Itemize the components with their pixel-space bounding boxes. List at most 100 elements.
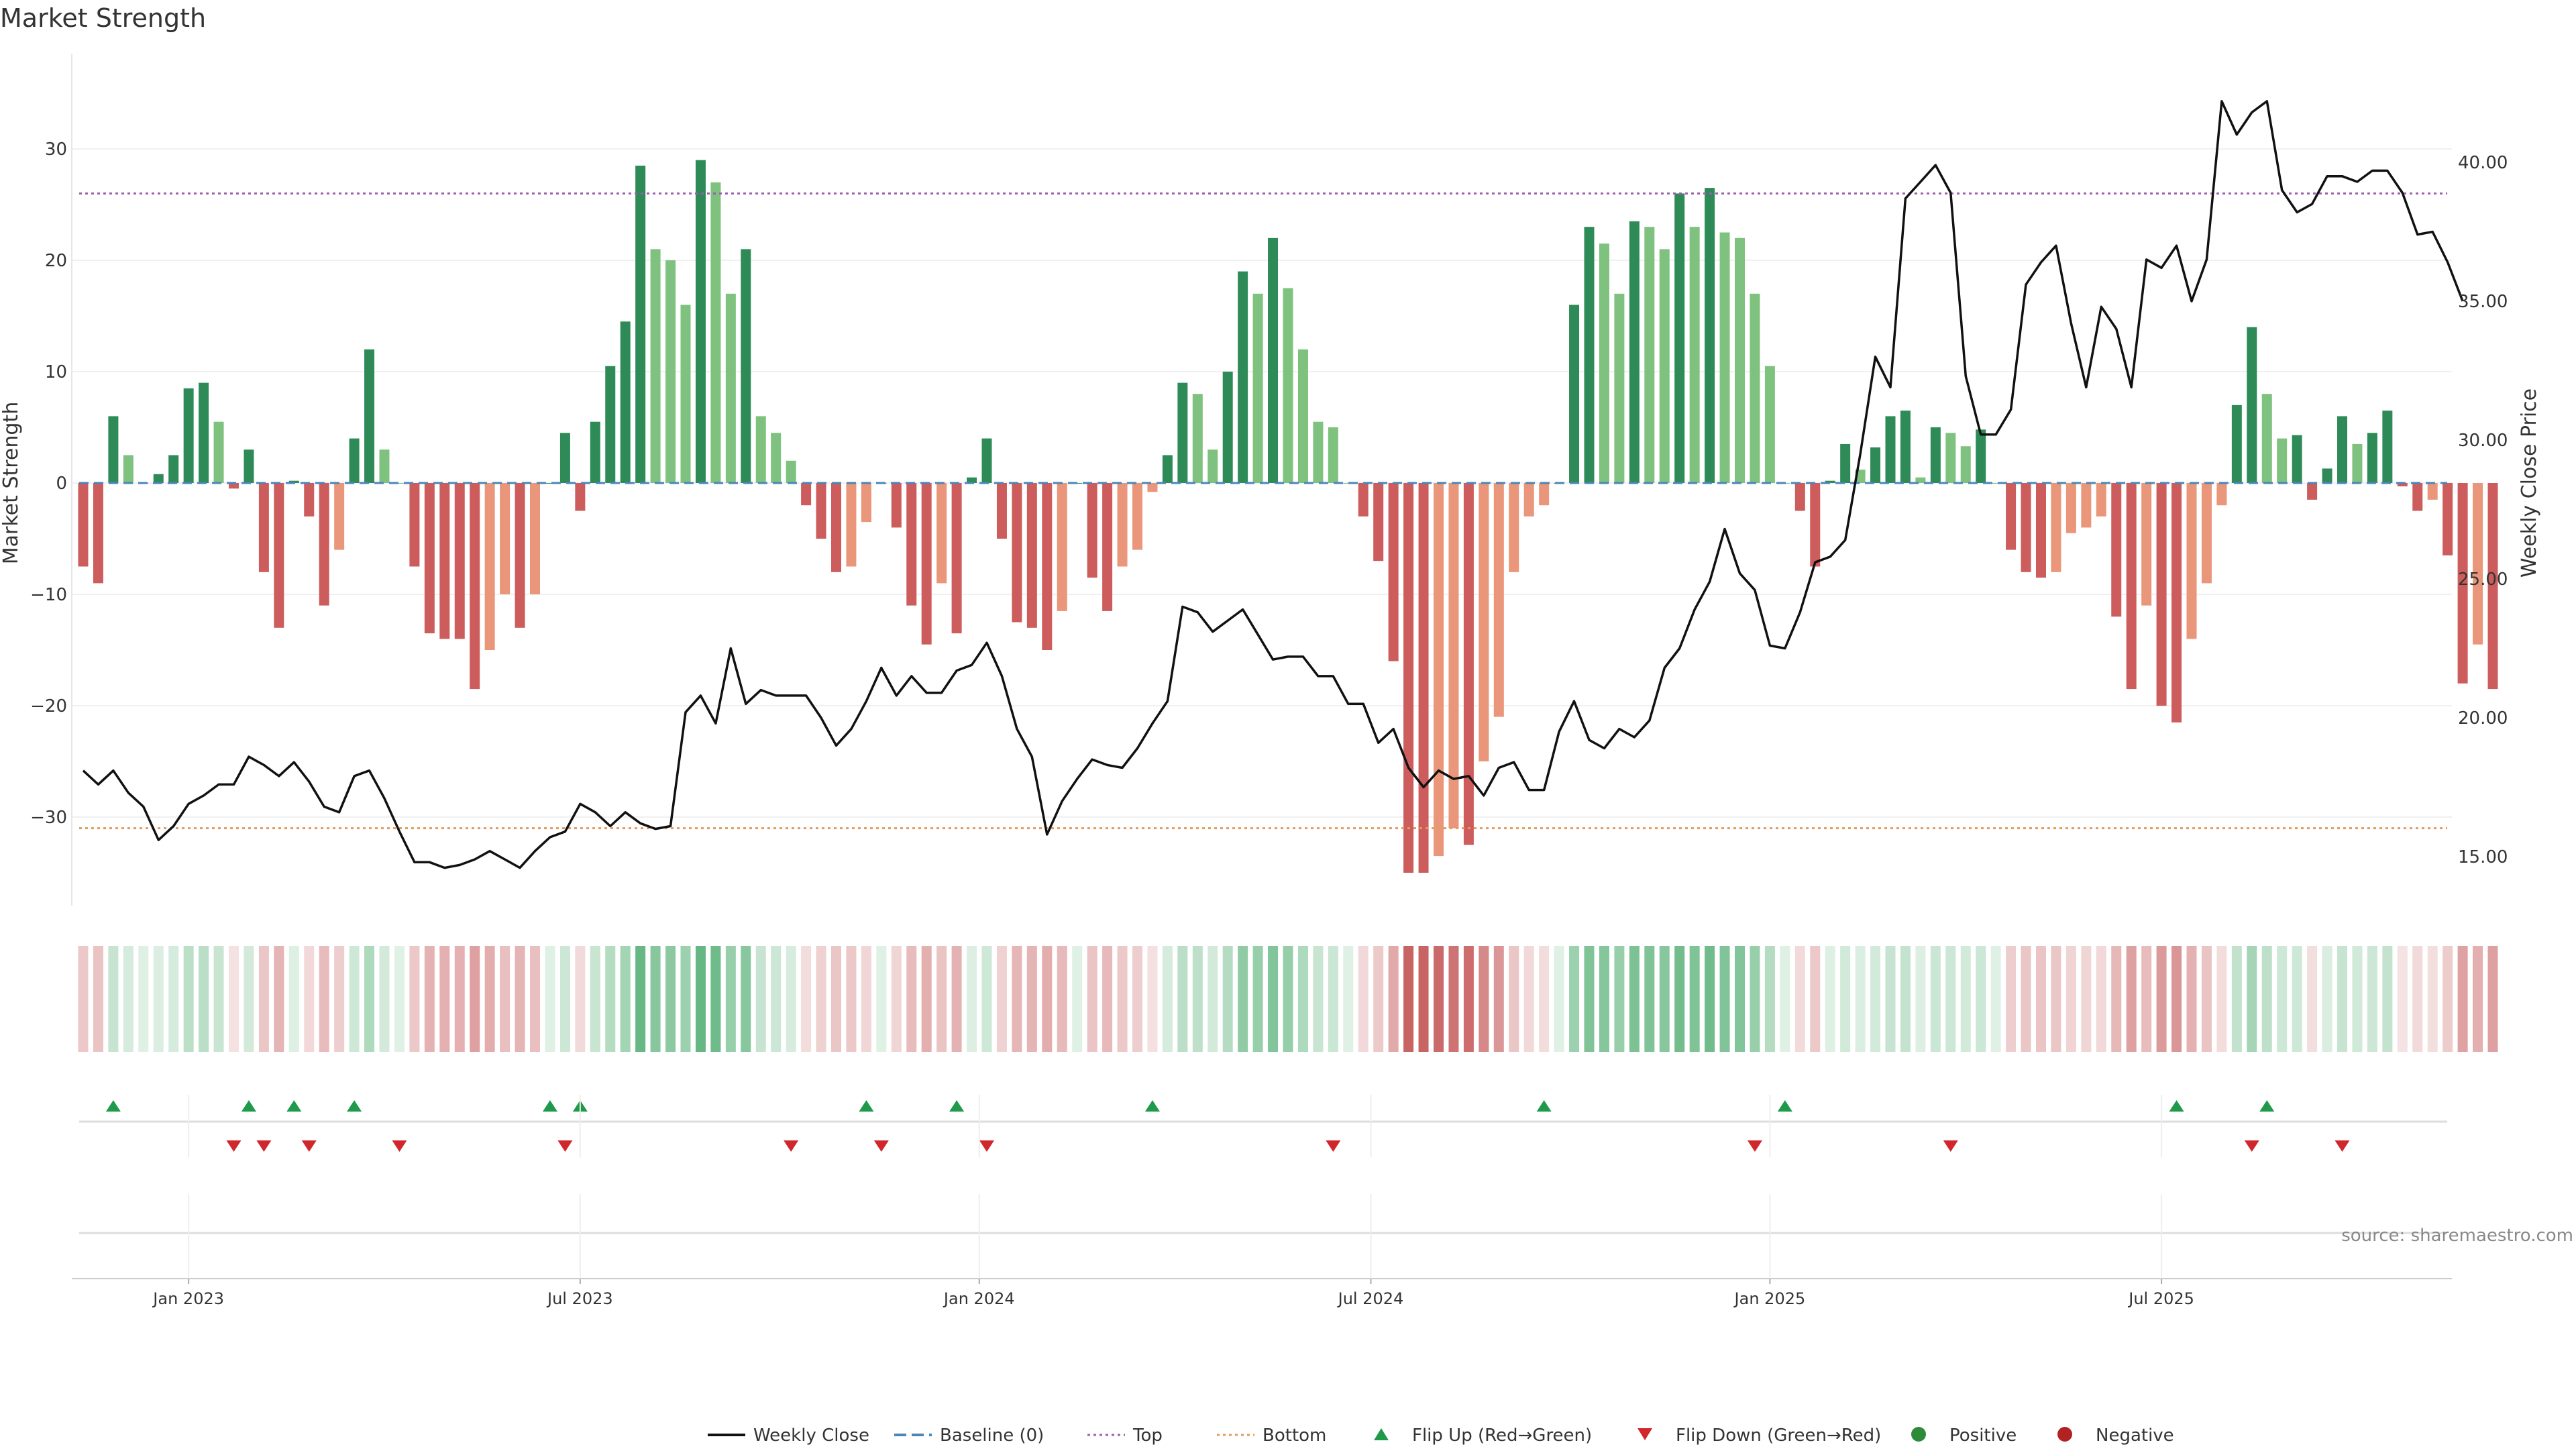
heat-cell [500,946,511,1052]
strength-bar [545,483,555,484]
legend-item: Negative [2057,1426,2174,1446]
strength-bar [1825,480,1835,483]
heat-cell [967,946,977,1052]
flip-down-marker [226,1140,241,1152]
strength-bar [123,455,133,483]
heat-cell [470,946,480,1052]
heat-cell [274,946,284,1052]
date-tick-label: Jan 2024 [943,1289,1015,1308]
heat-cell [2051,946,2061,1052]
heat-cell [665,946,676,1052]
strength-bar [183,388,194,483]
strength-bar [1629,221,1640,483]
strength-bar [1177,382,1188,483]
heat-cell [1479,946,1489,1052]
heat-cell [1147,946,1158,1052]
heat-cell [2021,946,2031,1052]
heat-cell [1343,946,1354,1052]
heat-cell [1388,946,1399,1052]
heat-cell [364,946,375,1052]
heat-cell [108,946,119,1052]
reference-lines [79,192,2447,830]
legend-label: Flip Down (Green→Red) [1676,1426,1881,1446]
strength-bar [981,438,992,483]
right-tick-label: 15.00 [2458,847,2508,867]
strength-bar [1735,237,1745,483]
heat-cell [1297,946,1308,1052]
heat-cell [1509,946,1519,1052]
heat-cell [1915,946,1926,1052]
heat-cell [2065,946,2076,1052]
strength-bar [1222,372,1233,483]
strength-bar [786,460,796,483]
heat-cell [349,946,360,1052]
right-tick-label: 35.00 [2458,292,2508,312]
strength-bar [454,483,465,639]
date-tick-label: Jul 2025 [2127,1289,2194,1308]
heat-cell [786,946,796,1052]
strength-bar [1297,349,1308,483]
flip-up-marker [1144,1100,1160,1112]
flip-up-marker [347,1100,362,1112]
heat-cell [559,946,570,1052]
strength-bar [2111,483,2122,617]
heat-cell [138,946,149,1052]
flip-up-marker [2259,1100,2275,1112]
strength-bar [2141,483,2152,606]
strength-bar [244,449,254,483]
strength-bar [1900,411,1911,483]
heat-cell [123,946,133,1052]
heat-cell [2473,946,2483,1052]
strength-bar [1373,483,1384,561]
heat-cell [2443,946,2453,1052]
flip-down-marker [557,1140,573,1152]
heat-cell [1689,946,1700,1052]
heat-cell [183,946,194,1052]
heat-cell [1584,946,1595,1052]
heat-cell [1870,946,1881,1052]
right-tick-label: 20.00 [2458,708,2508,729]
strength-bar [2126,483,2137,690]
strength-bar [168,455,179,483]
heat-cell [1162,946,1173,1052]
heat-cell [1132,946,1142,1052]
source-note: source: sharemaestro.com [2341,1226,2573,1246]
heat-cell [304,946,315,1052]
strength-bar [1208,449,1218,483]
strength-bar [605,366,616,483]
heat-cell [2096,946,2106,1052]
heat-cell [2006,946,2017,1052]
flip-down-marker [256,1140,272,1152]
legend-swatch [1911,1427,1926,1442]
heat-cell [1855,946,1866,1052]
heat-cell [1463,946,1474,1052]
strength-bar [108,416,119,483]
heat-cell [213,946,224,1052]
strength-bar [1418,483,1429,873]
strength-bar [2171,483,2182,722]
strength-bar [1388,483,1399,661]
strength-bar [349,438,360,483]
heat-cell [2216,946,2227,1052]
heat-cell [1735,946,1745,1052]
strength-bar [741,249,751,483]
strength-bar [665,260,676,483]
strength-bar [199,382,209,483]
legend-item: Top [1087,1426,1163,1446]
heat-cell [2247,946,2257,1052]
strength-bar [1102,483,1113,611]
flip-down-marker [301,1140,317,1152]
flip-markers [105,1100,2350,1152]
legend-item: Positive [1911,1426,2017,1446]
strength-bar [1584,227,1595,483]
legend-label: Baseline (0) [940,1426,1044,1446]
strength-bar [1705,188,1715,483]
weekly-close-layer [82,100,2464,869]
heat-cell [2141,946,2152,1052]
strength-bar [2065,483,2076,533]
left-tick-label: 10 [45,362,67,382]
strength-bar [1960,446,1971,483]
heat-cell [861,946,871,1052]
strength-bar [515,483,525,628]
